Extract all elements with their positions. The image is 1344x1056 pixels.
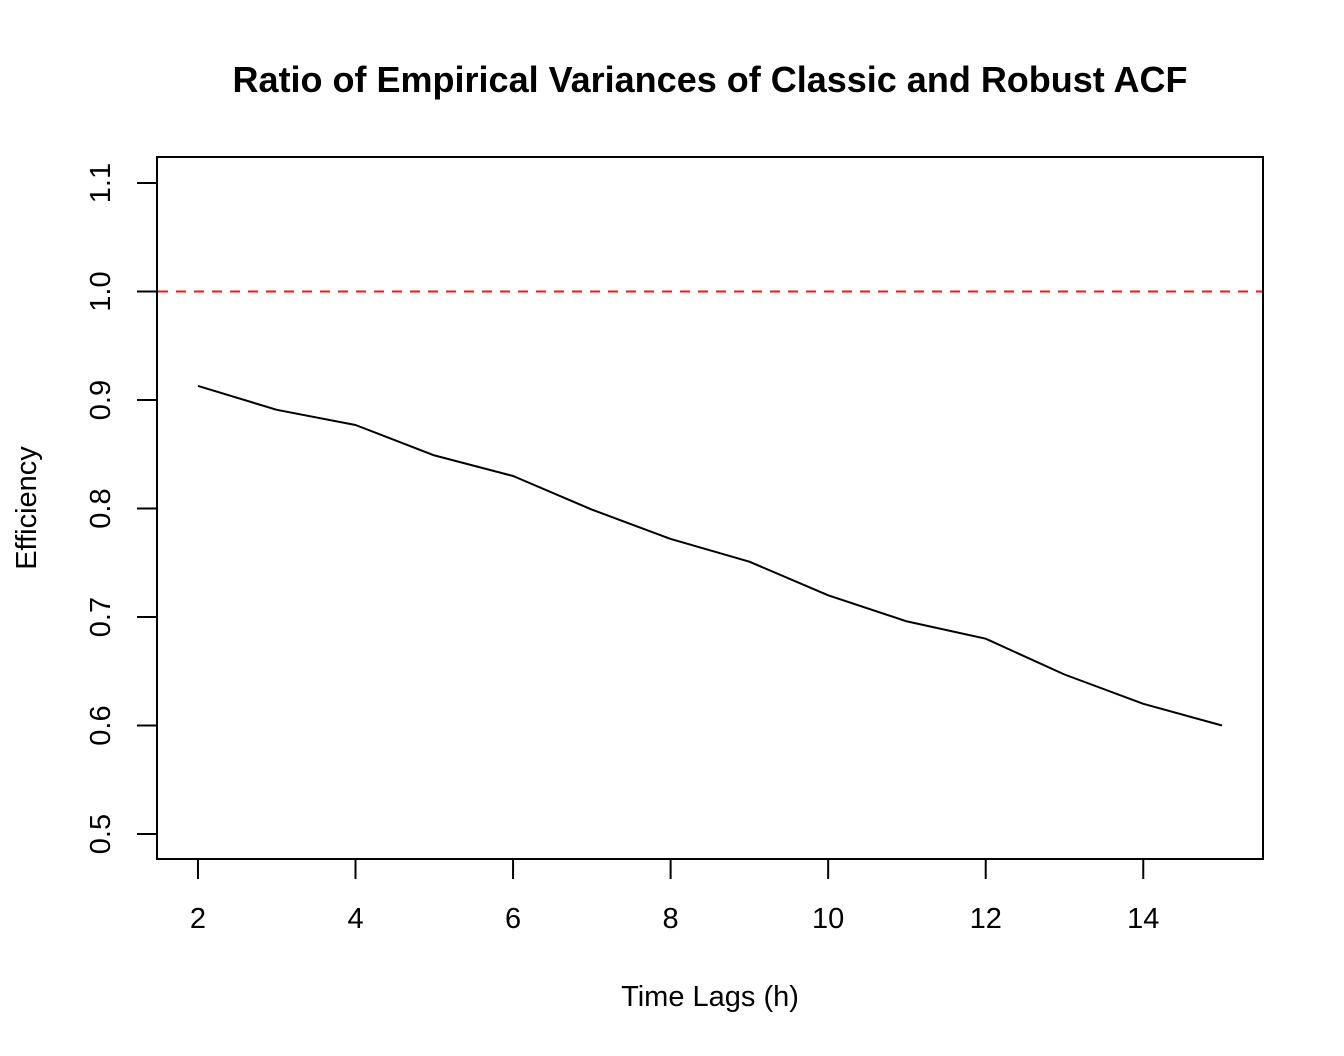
y-tick-label: 0.7: [85, 597, 117, 637]
chart-title: Ratio of Empirical Variances of Classic …: [233, 59, 1188, 100]
series-layer: [197, 384, 1223, 727]
y-tick-label: 1.0: [85, 271, 117, 311]
x-tick-label: 8: [663, 903, 679, 935]
series-line: [197, 384, 1223, 727]
x-tick-label: 12: [970, 903, 1002, 935]
y-tick-label: 0.5: [85, 814, 117, 854]
y-tick-label: 0.8: [85, 488, 117, 528]
x-axis: 2 4 6 8 10 12 14: [190, 858, 1159, 935]
y-tick-label: 0.9: [85, 380, 117, 420]
plot-frame: [156, 156, 1264, 860]
y-axis-label: Efficiency: [11, 446, 43, 570]
y-axis: 0.5 0.6 0.7 0.8 0.9 1.0 1.1: [85, 163, 158, 854]
x-tick-label: 4: [347, 903, 363, 935]
x-tick-label: 6: [505, 903, 521, 935]
y-tick-label: 1.1: [85, 163, 117, 203]
y-tick-label: 0.6: [85, 705, 117, 745]
x-axis-label: Time Lags (h): [621, 981, 799, 1013]
x-tick-label: 10: [812, 903, 844, 935]
x-tick-label: 2: [190, 903, 206, 935]
x-tick-label: 14: [1127, 903, 1159, 935]
